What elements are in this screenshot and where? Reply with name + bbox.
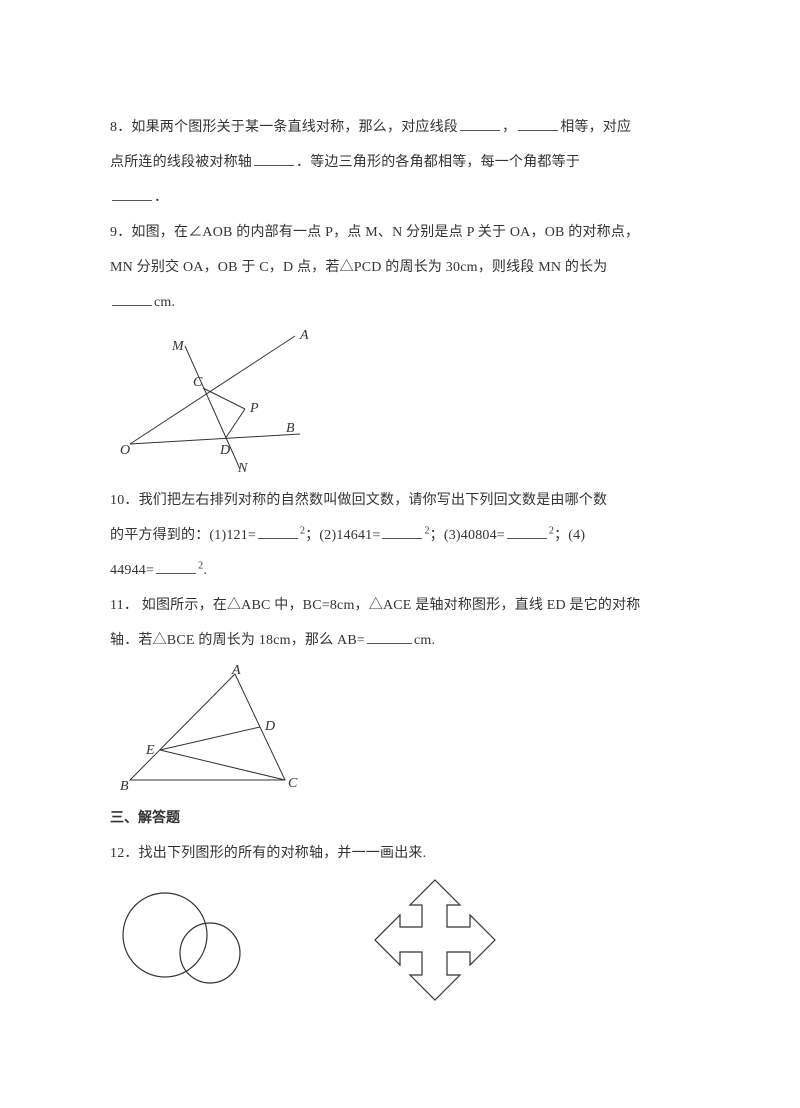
q11-line1: 11． 如图所示，在△ABC 中，BC=8cm，△ACE 是轴对称图形，直线 E… [110,588,700,623]
q11-figure: A D E B C [110,662,700,797]
label-O: O [120,443,130,458]
q10-t2: ；(2)14641= [305,528,380,543]
blank [367,629,412,644]
q10-line2: 的平方得到的：(1)121=2；(2)14641=2；(3)40804=2；(4… [110,518,700,553]
blank [254,151,294,166]
section-3-title: 三、解答题 [110,801,700,836]
label-P: P [249,401,259,416]
label-D: D [264,719,275,734]
q8-text-2: ， [502,120,516,135]
label-D: D [219,443,230,458]
blank [507,524,547,539]
q8-line3: ． [110,180,700,215]
q9-figure: M A C P O D B N [110,324,700,479]
blank [258,524,298,539]
q10-end: . [203,563,207,578]
q10-t5: 44944= [110,563,154,578]
label-E: E [145,743,155,758]
q10-t3: ；(3)40804= [430,528,505,543]
label-M: M [171,339,185,354]
q8-line1: 8．如果两个图形关于某一条直线对称，那么，对应线段 ， 相等，对应 [110,110,700,145]
label-C: C [288,776,298,791]
q9-line1: 9．如图，在∠AOB 的内部有一点 P，点 M、N 分别是点 P 关于 OA，O… [110,215,700,250]
label-B: B [120,779,129,792]
label-A: A [299,328,309,343]
q12-figures [110,875,700,1005]
label-A: A [231,663,241,678]
q9-unit: cm. [154,295,175,310]
q8-text-3: 相等，对应 [560,120,631,135]
q9-line2: MN 分别交 OA，OB 于 C，D 点，若△PCD 的周长为 30cm，则线段… [110,250,700,285]
q8-text-6: ． [154,190,168,205]
label-C: C [193,375,203,390]
blank [518,116,558,131]
q10-t4: ；(4) [554,528,585,543]
q9-text-1: MN 分别交 OA，OB 于 C，D 点，若△PCD 的周长为 30cm，则线段… [110,260,607,275]
q10-line1: 10．我们把左右排列对称的自然数叫做回文数，请你写出下列回文数是由哪个数 [110,483,700,518]
label-N: N [237,461,248,474]
label-B: B [286,421,295,436]
q12-line: 12．找出下列图形的所有的对称轴，并一一画出来. [110,836,700,871]
q8-text-4: 点所连的线段被对称轴 [110,155,252,170]
page: 8．如果两个图形关于某一条直线对称，那么，对应线段 ， 相等，对应 点所连的线段被对… [0,0,800,1065]
q8-text-1: 8．如果两个图形关于某一条直线对称，那么，对应线段 [110,120,458,135]
q11-t1: 轴．若△BCE 的周长为 18cm，那么 AB= [110,633,365,648]
q10-line3: 44944=2. [110,553,700,588]
blank [156,559,196,574]
q12-fig-circles [110,885,260,995]
blank [112,186,152,201]
q11-unit: cm. [414,633,435,648]
blank [460,116,500,131]
q12-fig-cross-arrow [370,875,500,1005]
q8-text-5: ．等边三角形的各角都相等，每一个角都等于 [296,155,580,170]
q11-line2: 轴．若△BCE 的周长为 18cm，那么 AB= cm. [110,623,700,658]
blank [382,524,422,539]
q9-line3: cm. [110,285,700,320]
q8-line2: 点所连的线段被对称轴 ．等边三角形的各角都相等，每一个角都等于 [110,145,700,180]
blank [112,291,152,306]
q10-t1: 的平方得到的：(1)121= [110,528,256,543]
